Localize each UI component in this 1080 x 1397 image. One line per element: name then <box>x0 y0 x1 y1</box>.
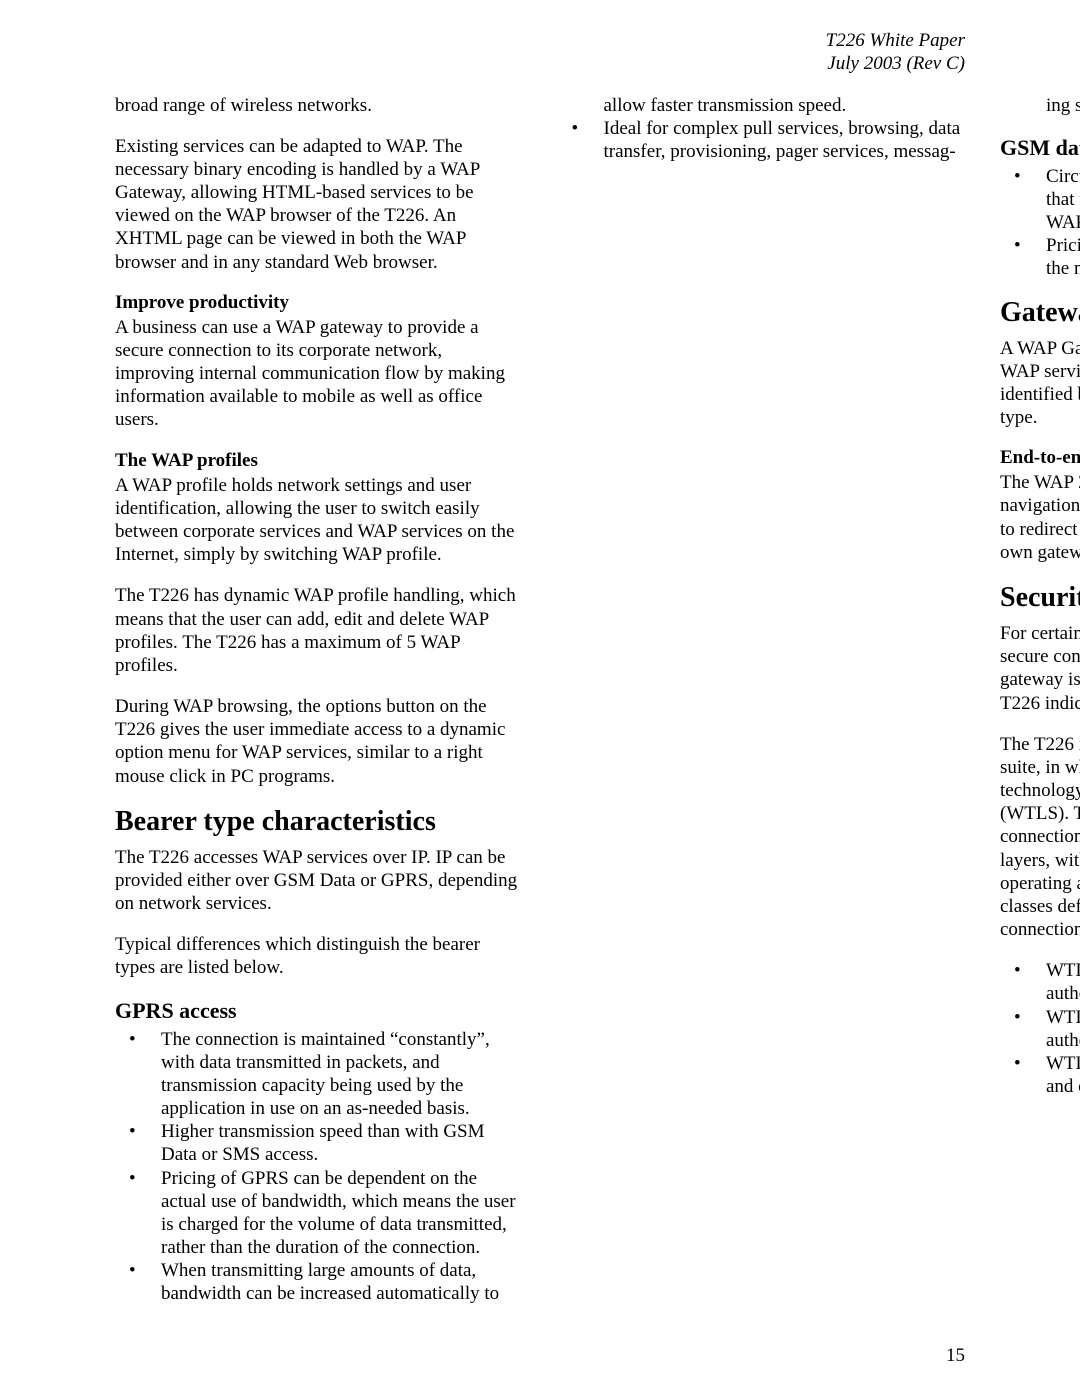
body-paragraph: Existing services can be adapted to WAP.… <box>115 135 523 274</box>
list-item: The connection is maintained “constantly… <box>115 1028 523 1121</box>
list-item: WTLS class 2 – encryption with server au… <box>1000 1006 1080 1052</box>
subsection-heading: End-to-end gateway navigation <box>1000 447 1080 469</box>
running-header: T226 White Paper July 2003 (Rev C) <box>115 30 965 76</box>
list-item: Circuit connection of data calls, which … <box>1000 165 1080 235</box>
header-line-1: T226 White Paper <box>115 30 965 53</box>
section-heading: Security using WAP <box>1000 582 1080 614</box>
body-paragraph: The T226 is based on the WAP 1.2.1 speci… <box>1000 733 1080 942</box>
body-paragraph: A WAP Gateway provides Internet/intranet… <box>1000 337 1080 430</box>
body-paragraph: The T226 has dynamic WAP profile handlin… <box>115 584 523 677</box>
list-item: Pricing is comparable to that of data ca… <box>1000 234 1080 280</box>
bullet-list-wtls: WTLS class 1 – encryption with no authen… <box>1000 959 1080 1098</box>
body-paragraph-continuation: ing services, info services, push initia… <box>1000 94 1080 117</box>
list-item: Ideal for complex pull services, browsin… <box>558 117 966 163</box>
body-paragraph: The T226 accesses WAP services over IP. … <box>115 846 523 916</box>
body-paragraph: A WAP profile holds network settings and… <box>115 474 523 567</box>
section-heading: Bearer type characteristics <box>115 806 523 838</box>
subsection-heading: Improve productivity <box>115 292 523 314</box>
subsection-heading: GSM data access <box>1000 135 1080 161</box>
body-paragraph: For certain WAP services, such as bankin… <box>1000 622 1080 715</box>
list-item: Pricing of GPRS can be dependent on the … <box>115 1167 523 1260</box>
list-item: WTLS class 3 – encryption with both serv… <box>1000 1052 1080 1098</box>
body-paragraph: The WAP 2.0 supports E2E (End-to-End) Ga… <box>1000 471 1080 564</box>
list-item: Higher transmission speed than with GSM … <box>115 1120 523 1166</box>
body-paragraph: A business can use a WAP gateway to prov… <box>115 316 523 432</box>
body-paragraph: broad range of wireless networks. <box>115 94 523 117</box>
header-line-2: July 2003 (Rev C) <box>115 53 965 76</box>
document-page: T226 White Paper July 2003 (Rev C) broad… <box>0 0 1080 1397</box>
list-item: WTLS class 1 – encryption with no authen… <box>1000 959 1080 1005</box>
subsection-heading: The WAP profiles <box>115 450 523 472</box>
section-heading: Gateway characteristics <box>1000 297 1080 329</box>
bullet-list-gsm: Circuit connection of data calls, which … <box>1000 165 1080 281</box>
subsection-heading: GPRS access <box>115 998 523 1024</box>
page-number: 15 <box>946 1345 965 1367</box>
body-paragraph: During WAP browsing, the options button … <box>115 695 523 788</box>
two-column-body: broad range of wireless networks. Existi… <box>115 94 965 1329</box>
body-paragraph: Typical differences which distinguish th… <box>115 933 523 979</box>
